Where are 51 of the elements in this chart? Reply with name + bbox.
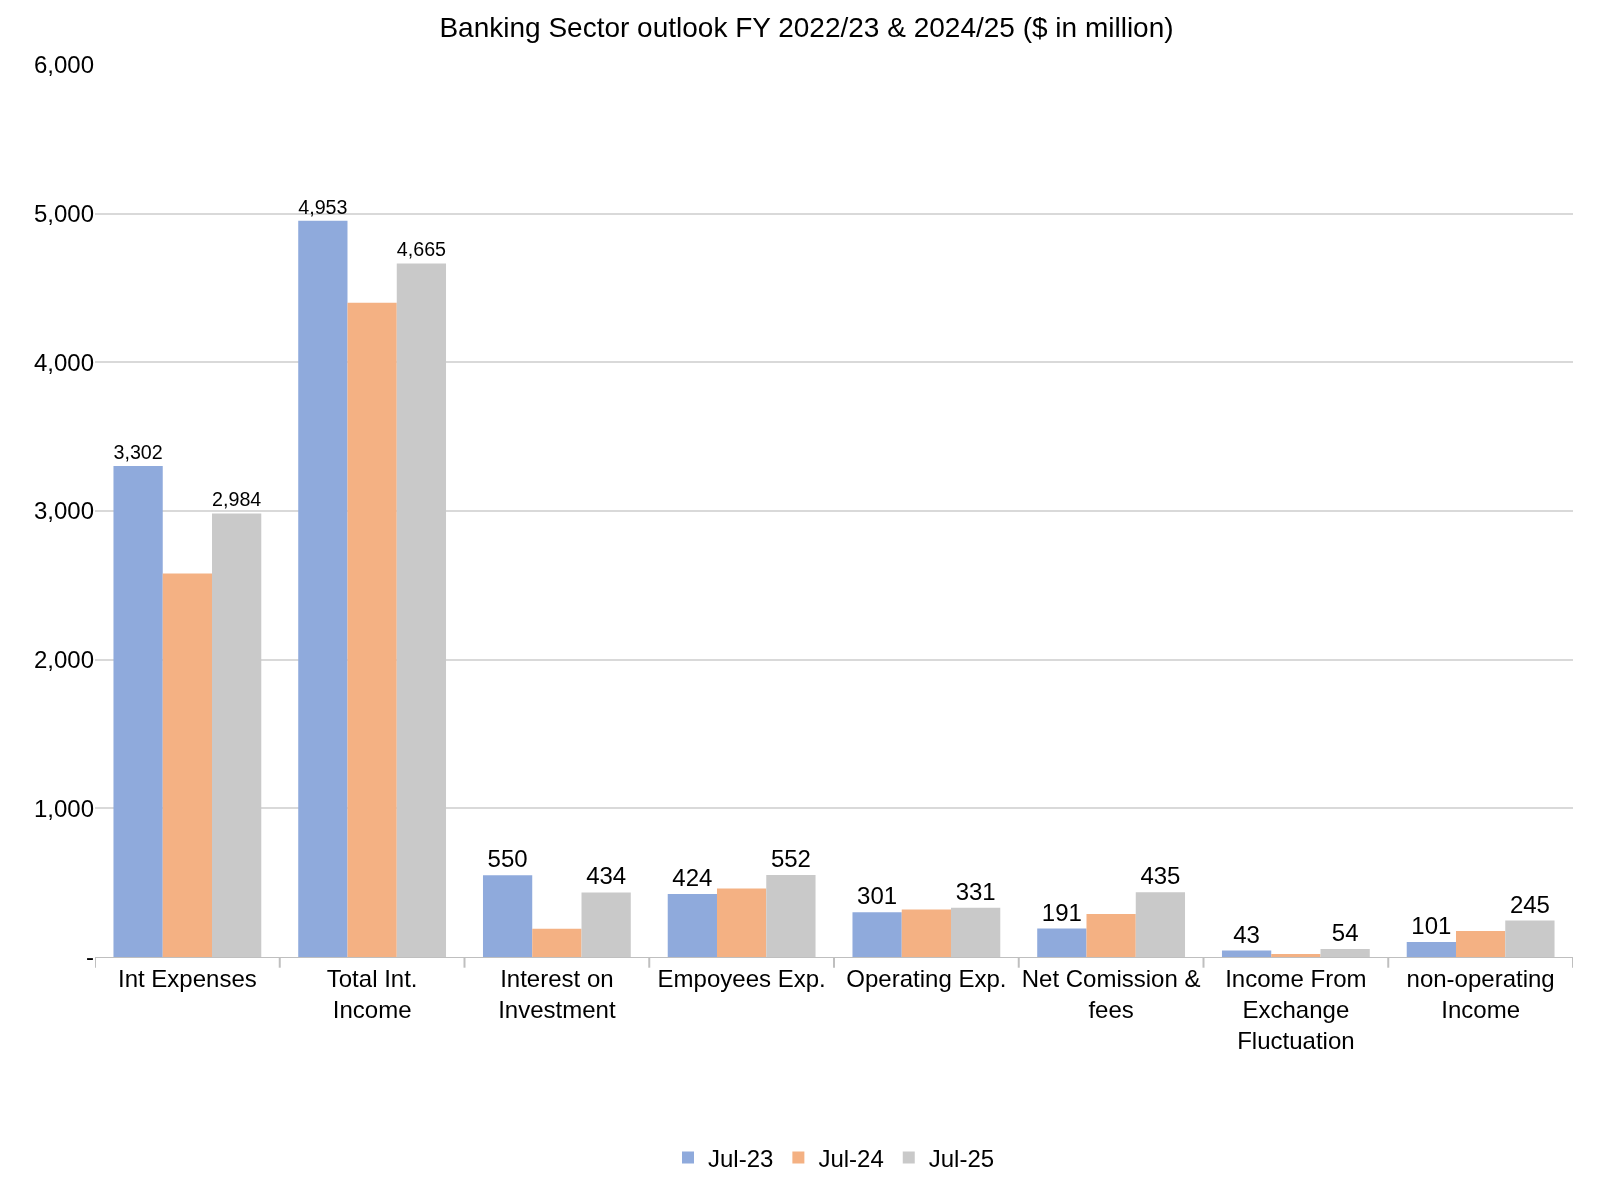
y-tick-label: 2,000 bbox=[33, 646, 94, 674]
data-label: 435 bbox=[1140, 862, 1181, 890]
x-tick-label: Empoyees Exp. bbox=[657, 964, 826, 992]
data-label: 331 bbox=[955, 877, 996, 905]
data-label: 101 bbox=[1411, 911, 1452, 939]
data-label: 434 bbox=[586, 862, 627, 890]
data-label: 301 bbox=[857, 882, 898, 910]
x-tick-label: Total Int. Income bbox=[326, 964, 418, 1023]
x-tick-label: Int Expenses bbox=[118, 964, 257, 992]
y-tick-label: 5,000 bbox=[33, 200, 94, 228]
data-label: 4,953 bbox=[298, 195, 348, 218]
bar bbox=[1271, 954, 1321, 957]
x-tick-label: Net Comission & fees bbox=[1021, 964, 1201, 1023]
data-label: 550 bbox=[487, 845, 528, 873]
bar bbox=[162, 573, 213, 957]
bar bbox=[901, 909, 952, 957]
y-tick-label: 1,000 bbox=[33, 794, 94, 822]
data-label: 552 bbox=[770, 844, 811, 872]
data-label: 3,302 bbox=[113, 441, 163, 463]
data-label: 43 bbox=[1233, 920, 1260, 948]
bar bbox=[1221, 950, 1272, 957]
data-label: 2,984 bbox=[212, 488, 262, 511]
bar bbox=[667, 893, 717, 957]
x-tick-label: Interest on Investment bbox=[498, 964, 616, 1023]
data-label: 191 bbox=[1041, 898, 1082, 926]
x-tick-label: Income From Exchange Fluctuation bbox=[1225, 964, 1367, 1055]
y-tick-label: 4,000 bbox=[33, 348, 94, 376]
bar bbox=[716, 888, 767, 957]
legend-label: Jul-23 bbox=[708, 1144, 774, 1172]
bar bbox=[347, 302, 397, 957]
bar bbox=[1086, 913, 1136, 957]
x-tick-label: Operating Exp. bbox=[846, 964, 1007, 992]
data-label: 424 bbox=[672, 863, 713, 891]
legend-label: Jul-25 bbox=[928, 1144, 995, 1172]
data-label: 245 bbox=[1509, 890, 1550, 918]
y-tick-label: 6,000 bbox=[33, 51, 94, 79]
bar bbox=[852, 912, 902, 957]
bar bbox=[113, 466, 163, 957]
bar bbox=[1455, 930, 1506, 957]
chart-title: Banking Sector outlook FY 2022/23 & 2024/25 ($ in million) bbox=[439, 12, 1174, 44]
y-tick-label: - bbox=[86, 943, 94, 971]
bar bbox=[298, 220, 348, 957]
y-tick-label: 3,000 bbox=[33, 497, 94, 525]
legend-label: Jul-24 bbox=[818, 1144, 884, 1172]
data-label: 54 bbox=[1331, 918, 1359, 946]
bar bbox=[1037, 928, 1087, 957]
bar bbox=[482, 875, 533, 957]
bar bbox=[1406, 941, 1456, 957]
x-tick-label: non-operating Income bbox=[1406, 964, 1555, 1023]
data-label: 4,665 bbox=[396, 238, 447, 261]
bar bbox=[532, 928, 582, 957]
